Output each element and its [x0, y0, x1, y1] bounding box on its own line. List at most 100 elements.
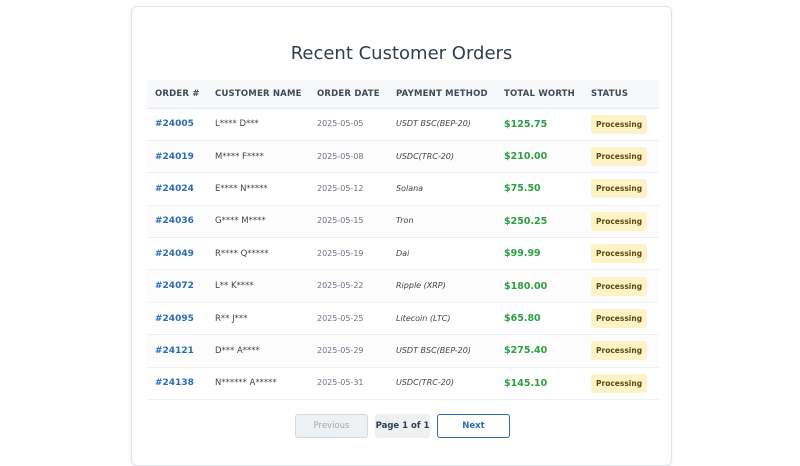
customer-name: L**** D*** — [215, 119, 259, 130]
payment-cell: USDT BSC(BEP-20) — [388, 108, 496, 140]
payment-cell: Litecoin (LTC) — [388, 302, 496, 334]
page-indicator: Page 1 of 1 — [375, 414, 430, 438]
payment-method: USDC(TRC-20) — [396, 378, 455, 388]
order-cell: #24095 — [147, 302, 207, 334]
table-row: #24138 N****** A***** 2025-05-31 USDC(TRC-2… — [147, 367, 659, 400]
date-cell: 2025-05-05 — [309, 108, 388, 140]
customer-name: R** J*** — [215, 313, 248, 324]
total-worth: $180.00 — [504, 280, 548, 292]
order-date: 2025-05-25 — [317, 313, 364, 323]
order-date: 2025-05-15 — [317, 216, 364, 226]
order-id-link[interactable]: #24019 — [155, 151, 194, 162]
table-row: #24036 G**** M**** 2025-05-15 Tron $250.25 Pr… — [147, 205, 659, 238]
date-cell: 2025-05-08 — [309, 140, 388, 172]
order-date: 2025-05-22 — [317, 281, 364, 291]
payment-cell: Solana — [388, 173, 496, 205]
status-cell: Processing — [583, 270, 659, 302]
header-payment: PAYMENT METHOD — [388, 80, 496, 109]
payment-method: Solana — [396, 183, 424, 193]
table-row: #24005 L**** D*** 2025-05-05 USDT BSC(BEP-2… — [147, 108, 659, 141]
payment-method: Dai — [396, 248, 410, 258]
order-cell: #24049 — [147, 238, 207, 270]
payment-cell: USDC(TRC-20) — [388, 367, 496, 399]
order-cell: #24019 — [147, 140, 207, 172]
payment-cell: USDC(TRC-20) — [388, 140, 496, 172]
order-cell: #24138 — [147, 367, 207, 399]
total-worth: $99.99 — [504, 248, 541, 260]
status-badge: Processing — [591, 276, 648, 296]
header-status: STATUS — [583, 80, 659, 109]
order-id-link[interactable]: #24024 — [155, 183, 194, 194]
status-cell: Processing — [583, 108, 659, 140]
page-title: Recent Customer Orders — [290, 43, 513, 64]
customer-cell: D*** A**** — [207, 335, 309, 367]
worth-cell: $210.00 — [496, 140, 583, 172]
order-cell: #24024 — [147, 173, 207, 205]
customer-cell: M**** F**** — [207, 140, 309, 172]
date-cell: 2025-05-12 — [309, 173, 388, 205]
status-cell: Processing — [583, 205, 659, 237]
order-date: 2025-05-08 — [317, 151, 364, 161]
table-row: #24072 L** K**** 2025-05-22 Ripple (XRP) $18… — [147, 269, 659, 303]
order-id-link[interactable]: #24138 — [155, 378, 194, 389]
date-cell: 2025-05-29 — [309, 335, 388, 367]
customer-cell: E**** N***** — [207, 173, 309, 205]
total-worth: $65.80 — [504, 313, 541, 325]
payment-method: USDT BSC(BEP-20) — [396, 345, 471, 355]
status-badge: Processing — [591, 147, 648, 167]
status-cell: Processing — [583, 140, 659, 172]
header-customer: CUSTOMER NAME — [207, 80, 309, 109]
payment-cell: Tron — [388, 205, 496, 237]
order-id-link[interactable]: #24036 — [155, 216, 194, 227]
total-worth: $75.50 — [504, 183, 541, 195]
worth-cell: $75.50 — [496, 173, 583, 205]
payment-method: Litecoin (LTC) — [396, 313, 451, 323]
customer-cell: G**** M**** — [207, 205, 309, 237]
order-id-link[interactable]: #24005 — [155, 119, 194, 130]
order-id-link[interactable]: #24072 — [155, 281, 194, 292]
payment-method: Tron — [396, 216, 414, 226]
total-worth: $210.00 — [504, 151, 548, 163]
status-badge: Processing — [591, 114, 648, 134]
payment-method: Ripple (XRP) — [396, 281, 446, 291]
next-button[interactable]: Next — [437, 414, 510, 438]
payment-cell: USDT BSC(BEP-20) — [388, 335, 496, 367]
status-badge: Processing — [591, 211, 648, 231]
order-date: 2025-05-12 — [317, 183, 364, 193]
status-cell: Processing — [583, 302, 659, 334]
header-date: ORDER DATE — [309, 80, 388, 109]
order-id-link[interactable]: #24121 — [155, 345, 194, 356]
worth-cell: $145.10 — [496, 367, 583, 399]
customer-cell: N****** A***** — [207, 367, 309, 399]
customer-cell: R** J*** — [207, 302, 309, 334]
order-id-link[interactable]: #24095 — [155, 313, 194, 324]
orders-table-body: #24005 L**** D*** 2025-05-05 USDT BSC(BEP-2… — [147, 108, 659, 400]
customer-cell: R**** Q***** — [207, 238, 309, 270]
worth-cell: $180.00 — [496, 270, 583, 302]
customer-name: N****** A***** — [215, 378, 277, 389]
customer-name: G**** M**** — [215, 216, 266, 227]
status-badge: Processing — [591, 341, 648, 361]
status-badge: Processing — [591, 309, 648, 329]
total-worth: $250.25 — [504, 215, 548, 227]
order-id-link[interactable]: #24049 — [155, 248, 194, 259]
total-worth: $275.40 — [504, 345, 548, 357]
payment-method: USDC(TRC-20) — [396, 151, 455, 161]
total-worth: $145.10 — [504, 377, 548, 389]
customer-name: R**** Q***** — [215, 248, 269, 259]
previous-button[interactable]: Previous — [295, 414, 368, 438]
orders-table: ORDER # CUSTOMER NAME ORDER DATE PAYMENT… — [147, 80, 659, 400]
status-cell: Processing — [583, 335, 659, 367]
status-cell: Processing — [583, 238, 659, 270]
header-order: ORDER # — [147, 80, 207, 109]
status-badge: Processing — [591, 179, 648, 199]
table-row: #24049 R**** Q***** 2025-05-19 Dai $99.99 Pro… — [147, 238, 659, 270]
header-worth: TOTAL WORTH — [496, 80, 583, 109]
payment-method: USDT BSC(BEP-20) — [396, 119, 471, 129]
status-cell: Processing — [583, 367, 659, 399]
status-badge: Processing — [591, 373, 648, 393]
payment-cell: Dai — [388, 238, 496, 270]
worth-cell: $250.25 — [496, 205, 583, 237]
order-cell: #24072 — [147, 270, 207, 302]
table-row: #24019 M**** F**** 2025-05-08 USDC(TRC-20) $… — [147, 140, 659, 173]
